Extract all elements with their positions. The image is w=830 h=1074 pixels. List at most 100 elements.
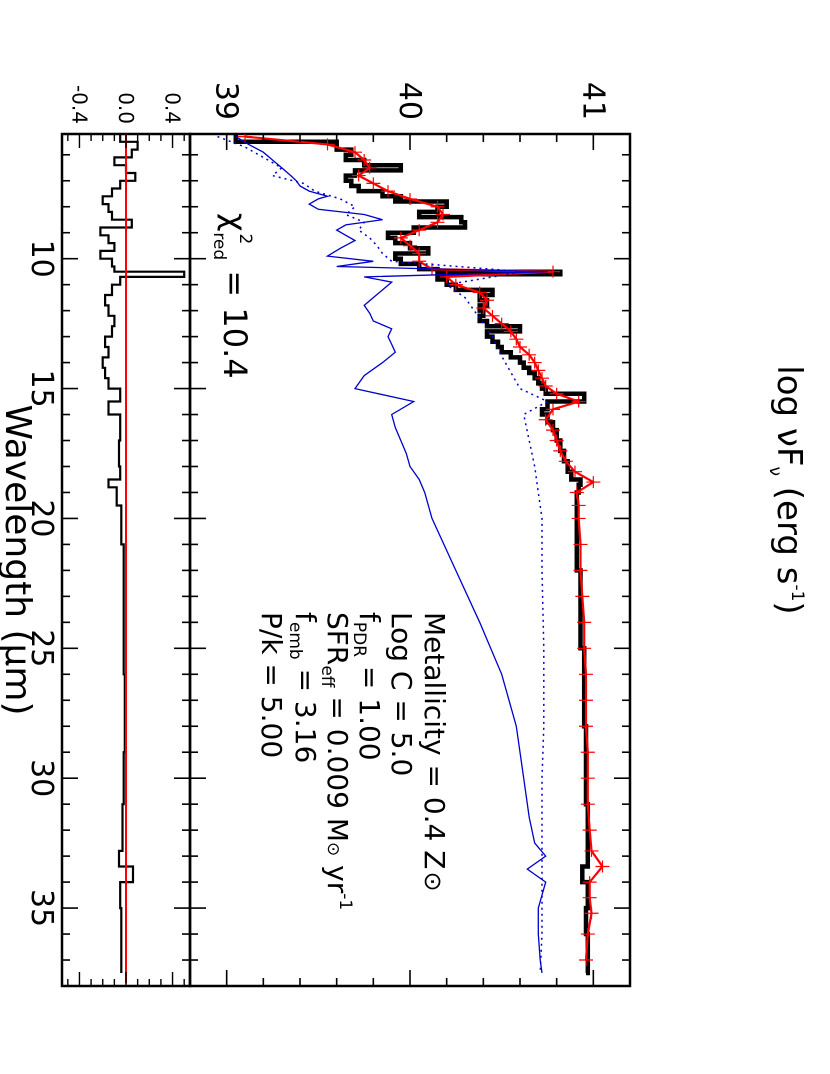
error-bar bbox=[412, 224, 427, 237]
parameter-annotations: Metallicity = 0.4 Z⊙ Log C = 5.0 fPDR = … bbox=[255, 612, 451, 910]
error-bar bbox=[535, 372, 549, 385]
series-layer bbox=[99, 134, 610, 984]
x-tick-label: 20 bbox=[24, 499, 59, 537]
error-bar bbox=[586, 476, 601, 489]
series-component-dotted bbox=[217, 135, 550, 974]
res-y-tick-label: 0.4 bbox=[161, 92, 185, 124]
x-tick-label: 15 bbox=[24, 369, 59, 407]
error-bar bbox=[580, 746, 595, 759]
error-bar bbox=[571, 499, 586, 512]
error-bar bbox=[580, 928, 595, 941]
tick-labels-layer: 10 15 20 25 30 35 39 40 41 -0.4 0.0 0.4 bbox=[24, 82, 610, 927]
annotation-logc: Log C = 5.0 bbox=[385, 612, 418, 776]
error-bar bbox=[584, 844, 599, 857]
error-bar bbox=[553, 444, 568, 457]
error-bar bbox=[238, 134, 252, 143]
error-bar bbox=[579, 720, 593, 733]
error-bar bbox=[357, 153, 372, 166]
main-y-tick-label: 39 bbox=[209, 82, 244, 120]
error-bar bbox=[366, 177, 381, 190]
series-residual bbox=[99, 134, 186, 973]
error-bar bbox=[531, 364, 546, 377]
error-bar bbox=[476, 302, 491, 315]
error-bar bbox=[320, 138, 335, 151]
error-bar bbox=[480, 294, 494, 307]
x-tick-label: 35 bbox=[24, 889, 59, 927]
x-axis-label: Wavelength (μm) bbox=[0, 404, 38, 715]
residual-line bbox=[99, 134, 186, 973]
main-y-tick-label: 40 bbox=[392, 82, 427, 120]
error-bar bbox=[381, 185, 395, 198]
error-bar bbox=[546, 424, 560, 437]
error-bar bbox=[430, 200, 445, 213]
error-bar bbox=[509, 333, 524, 346]
annotation-fpdr: fPDR = 1.00 bbox=[349, 612, 386, 761]
res-y-tick-label: 0.0 bbox=[114, 92, 138, 124]
error-bar bbox=[494, 317, 509, 330]
y-axis-label: log νFν (erg s-1) bbox=[765, 365, 809, 614]
error-bar bbox=[546, 265, 560, 278]
x-tick-label: 30 bbox=[24, 759, 59, 797]
error-bar bbox=[571, 395, 586, 408]
x-tick-label: 25 bbox=[24, 629, 59, 667]
error-bar bbox=[582, 876, 597, 889]
error-bar bbox=[579, 694, 593, 707]
series-component-solid bbox=[235, 136, 548, 974]
error-bar bbox=[571, 512, 586, 525]
error-bar bbox=[573, 538, 588, 551]
error-bar bbox=[403, 239, 417, 252]
error-bar bbox=[430, 216, 445, 229]
error-bar bbox=[439, 270, 454, 283]
main-y-tick-label: 41 bbox=[575, 82, 610, 120]
error-bar bbox=[577, 642, 592, 655]
error-bar bbox=[595, 860, 610, 873]
error-bar bbox=[538, 413, 553, 426]
error-bar bbox=[412, 255, 427, 268]
ticks-layer bbox=[62, 134, 631, 986]
error-bar bbox=[579, 668, 593, 681]
error-bar bbox=[573, 564, 588, 577]
component-solid-line bbox=[235, 136, 548, 974]
error-bar bbox=[348, 146, 362, 159]
chi2-annotation: χ2red = 10.4 bbox=[209, 213, 255, 379]
error-bar bbox=[448, 278, 463, 291]
error-bar bbox=[580, 772, 595, 785]
series-observed bbox=[233, 134, 591, 976]
error-bar bbox=[503, 325, 518, 338]
x-tick-label: 10 bbox=[24, 240, 59, 278]
error-bar bbox=[472, 286, 487, 299]
error-bar bbox=[527, 356, 542, 369]
error-bar bbox=[403, 192, 417, 205]
error-bar bbox=[549, 434, 564, 447]
error-bar bbox=[582, 891, 597, 904]
error-bar bbox=[546, 403, 560, 416]
error-bar bbox=[513, 341, 527, 353]
error-bar bbox=[362, 161, 377, 174]
annotation-femb: femb = 3.16 bbox=[285, 612, 322, 763]
error-bar bbox=[568, 465, 582, 478]
error-bar bbox=[522, 348, 537, 361]
error-bar bbox=[436, 208, 450, 221]
error-bar bbox=[558, 455, 573, 468]
error-bar bbox=[569, 486, 584, 499]
dotted-component-line bbox=[217, 135, 550, 974]
error-bar bbox=[575, 590, 590, 603]
observed-spectrum-line bbox=[233, 134, 591, 976]
error-bar bbox=[580, 798, 595, 811]
series-model bbox=[238, 134, 610, 967]
error-bar bbox=[351, 169, 366, 182]
error-bar bbox=[582, 824, 597, 837]
annotation-sfr: SFReff = 0.009 M⊙ yr-1 bbox=[317, 612, 355, 910]
error-bar bbox=[538, 379, 553, 392]
error-bar bbox=[549, 387, 564, 400]
error-bar bbox=[393, 231, 408, 244]
error-bar bbox=[485, 309, 500, 322]
res-y-tick-label: -0.4 bbox=[67, 85, 91, 124]
annotation-pk: P/k = 5.00 bbox=[255, 612, 288, 758]
error-bar bbox=[584, 907, 599, 920]
error-bar bbox=[579, 954, 593, 967]
annotation-metallicity: Metallicity = 0.4 Z⊙ bbox=[418, 612, 451, 892]
error-bar bbox=[577, 616, 592, 629]
